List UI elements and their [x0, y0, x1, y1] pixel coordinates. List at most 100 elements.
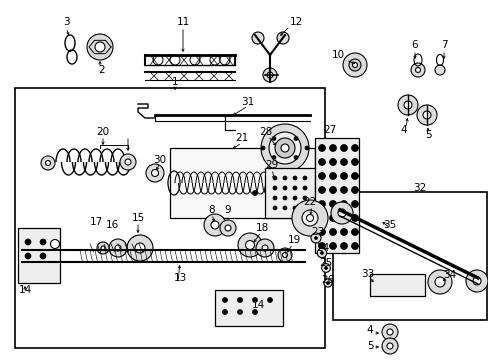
Circle shape	[318, 229, 325, 235]
Text: 9: 9	[224, 205, 231, 215]
Circle shape	[283, 196, 286, 200]
Circle shape	[351, 144, 358, 152]
Bar	[332, 192, 486, 320]
Text: 26: 26	[321, 275, 334, 285]
Circle shape	[190, 55, 200, 65]
Circle shape	[127, 235, 153, 261]
Circle shape	[318, 243, 325, 249]
Circle shape	[340, 229, 347, 235]
Circle shape	[293, 136, 297, 140]
Text: 4: 4	[400, 125, 407, 135]
Circle shape	[303, 206, 306, 210]
Text: 5: 5	[424, 130, 430, 140]
Circle shape	[318, 186, 325, 193]
Circle shape	[272, 176, 276, 180]
Circle shape	[329, 144, 336, 152]
Circle shape	[329, 158, 336, 166]
Bar	[369, 274, 424, 296]
Circle shape	[109, 239, 127, 257]
Circle shape	[209, 55, 220, 65]
Circle shape	[271, 136, 275, 140]
Circle shape	[415, 68, 420, 72]
Circle shape	[222, 297, 227, 302]
Text: 17: 17	[89, 217, 102, 227]
Circle shape	[222, 310, 227, 315]
Circle shape	[465, 270, 487, 292]
Circle shape	[340, 201, 347, 207]
Text: 21: 21	[235, 133, 248, 143]
Circle shape	[125, 159, 131, 165]
Circle shape	[268, 132, 301, 164]
Circle shape	[251, 32, 264, 44]
Circle shape	[434, 65, 444, 75]
Bar	[170, 148, 314, 218]
Circle shape	[318, 201, 325, 207]
Circle shape	[427, 270, 451, 294]
Circle shape	[303, 186, 306, 190]
Circle shape	[386, 329, 392, 335]
Text: 3: 3	[62, 17, 69, 27]
Circle shape	[351, 215, 358, 221]
Circle shape	[434, 277, 444, 287]
Circle shape	[283, 206, 286, 210]
Circle shape	[252, 190, 257, 195]
Text: 12: 12	[289, 17, 302, 27]
Text: 7: 7	[440, 40, 447, 50]
Circle shape	[210, 221, 219, 229]
Circle shape	[340, 144, 347, 152]
Circle shape	[314, 237, 317, 239]
Circle shape	[283, 176, 286, 180]
Text: 1: 1	[171, 77, 178, 87]
Text: 11: 11	[176, 17, 189, 27]
Circle shape	[252, 310, 257, 315]
Circle shape	[352, 63, 357, 68]
Circle shape	[310, 233, 320, 243]
Text: 4: 4	[366, 325, 372, 335]
Circle shape	[266, 72, 272, 78]
Circle shape	[326, 282, 329, 284]
Circle shape	[282, 252, 287, 257]
Circle shape	[318, 158, 325, 166]
Circle shape	[318, 215, 325, 221]
Text: 27: 27	[323, 125, 336, 135]
Circle shape	[272, 206, 276, 210]
Circle shape	[220, 55, 229, 65]
Circle shape	[278, 248, 291, 262]
Circle shape	[25, 253, 31, 259]
Circle shape	[351, 201, 358, 207]
Circle shape	[329, 215, 336, 221]
Text: 13: 13	[173, 273, 186, 283]
Circle shape	[306, 215, 313, 221]
Bar	[314, 138, 358, 253]
Circle shape	[153, 55, 163, 65]
Text: 34: 34	[443, 270, 456, 280]
Text: 16: 16	[105, 220, 119, 230]
Circle shape	[329, 172, 336, 180]
Circle shape	[318, 172, 325, 180]
Text: 23: 23	[311, 227, 324, 237]
Circle shape	[472, 277, 480, 285]
Circle shape	[329, 229, 336, 235]
Circle shape	[324, 266, 327, 270]
Circle shape	[97, 242, 109, 254]
Circle shape	[263, 68, 276, 82]
Circle shape	[272, 186, 276, 190]
Circle shape	[410, 63, 424, 77]
Circle shape	[340, 172, 347, 180]
Text: 25: 25	[319, 258, 332, 268]
Circle shape	[329, 201, 336, 207]
Text: 22: 22	[303, 197, 316, 207]
Circle shape	[381, 324, 397, 340]
Circle shape	[283, 186, 286, 190]
Circle shape	[351, 229, 358, 235]
Circle shape	[224, 225, 230, 231]
Circle shape	[321, 264, 330, 273]
Circle shape	[252, 297, 257, 302]
Text: 6: 6	[411, 40, 417, 50]
Circle shape	[281, 144, 288, 152]
Text: 30: 30	[153, 155, 166, 165]
Circle shape	[340, 186, 347, 193]
Bar	[15, 88, 325, 348]
Text: 35: 35	[383, 220, 396, 230]
Circle shape	[261, 124, 308, 172]
